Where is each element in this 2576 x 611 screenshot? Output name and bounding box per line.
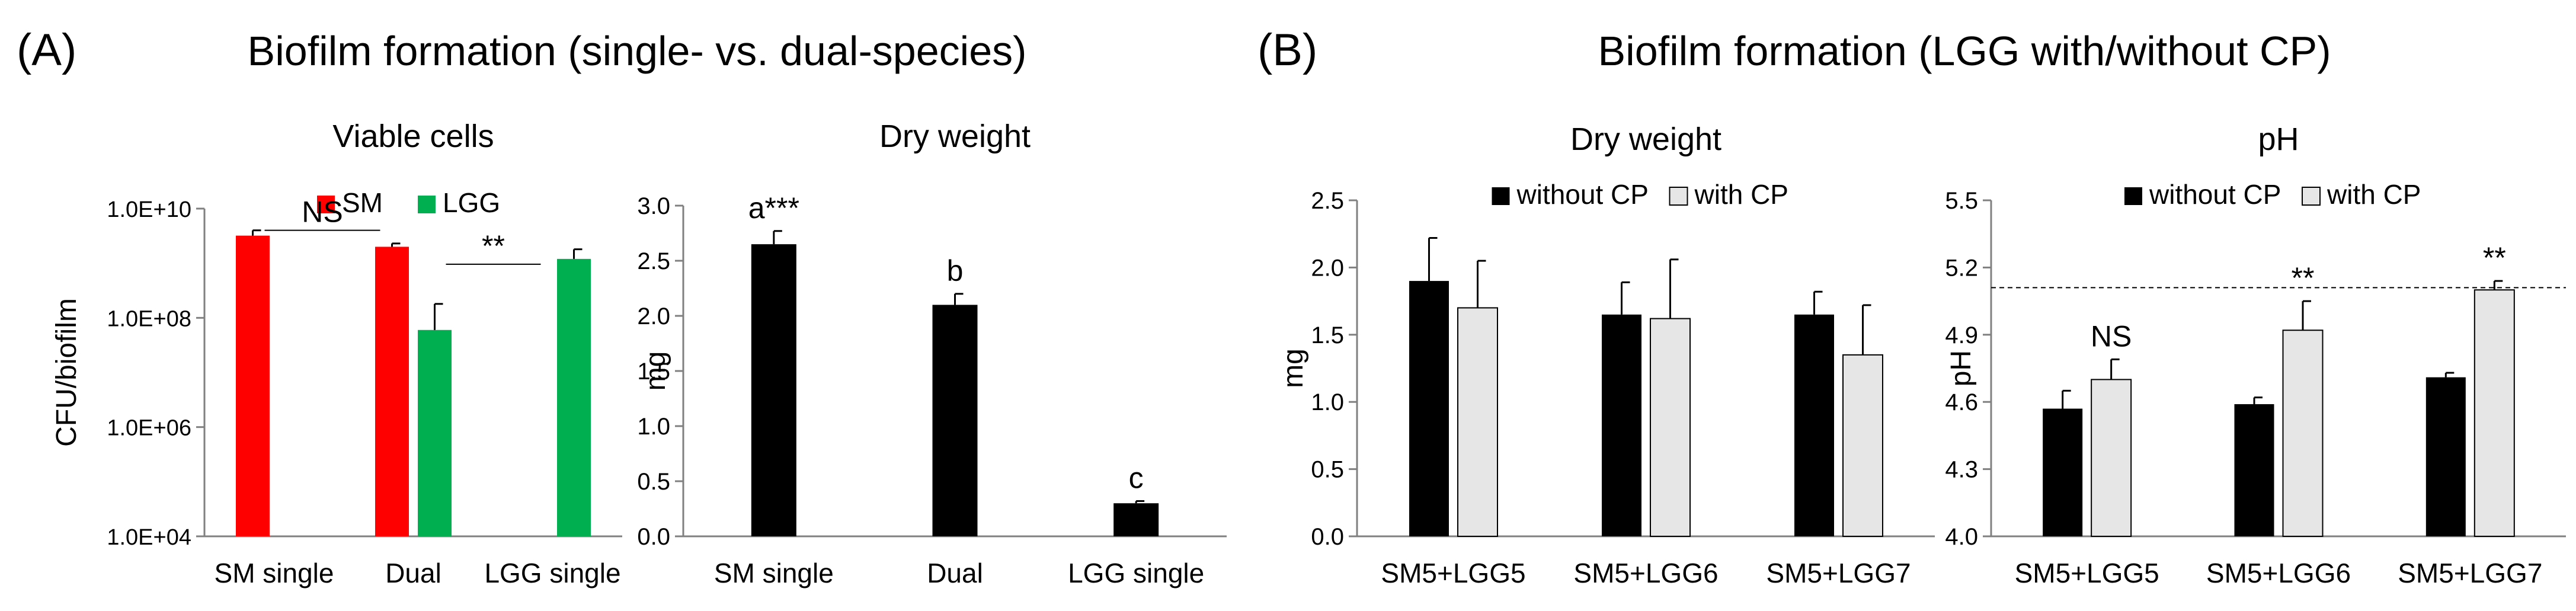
x-tick-label: SM5+LGG7 [1766,558,1911,588]
y-tick-label: 0.5 [1311,457,1344,483]
bar-label: a*** [748,191,799,225]
y-tick-label: 2.0 [1311,255,1344,281]
y-tick-label: 4.0 [1945,524,1978,550]
bar-label: b [947,254,964,287]
bar [2425,377,2466,536]
chart-title: pH [2258,121,2299,157]
y-tick-label: 0.5 [637,469,670,495]
y-tick-label: 4.3 [1945,457,1978,483]
bar [557,258,591,536]
significance-label: ** [482,229,505,263]
y-tick-label: 4.9 [1945,322,1978,348]
bar [1650,318,1691,537]
y-tick-label: 1.0 [637,414,670,440]
bar [236,235,270,536]
y-tick-label: 1.0 [1311,389,1344,415]
x-tick-label: SM5+LGG5 [2015,558,2159,588]
panel-a-letter: (A) [17,25,76,75]
bar [2282,330,2324,537]
x-tick-label: SM5+LGG6 [2206,558,2351,588]
bar [2473,289,2515,537]
x-tick-label: LGG single [1068,558,1204,588]
y-tick-label: 1.0E+10 [107,197,191,222]
y-tick-label: 4.6 [1945,389,1978,415]
legend-label: with CP [1694,179,1788,210]
legend-swatch [317,196,335,213]
bar [751,244,796,536]
chart-title: Dry weight [879,119,1031,154]
legend-swatch [2124,187,2142,205]
x-tick-label: SM5+LGG7 [2398,558,2542,588]
ph-chart: pH pH 4.0 4.3 4.6 4.9 5.2 5.5 SM5+LGG5 SM5+LGG6 SM… [1945,121,2566,588]
y-tick-label: 1.5 [1311,322,1344,348]
legend-label: with CP [2327,179,2421,210]
significance-label: NS [302,196,343,229]
bar [1602,314,1641,536]
y-tick-label: 1.0E+06 [107,416,191,441]
panel-b-heading: Biofilm formation (LGG with/without CP) [1598,28,2331,74]
viable-cells-chart: Viable cells CFU/biofilm 1.0E+04 1.0E+06 1.0… [51,119,622,588]
bar [2234,404,2274,536]
legend-swatch [1669,187,1688,206]
panel-b-letter: (B) [1257,25,1317,75]
legend-swatch [2302,187,2321,206]
bar [2043,408,2083,536]
chart-title: Viable cells [332,119,494,154]
bar [932,305,978,536]
y-tick-label: 1.0E+04 [107,525,191,550]
bar [1113,503,1159,536]
bar-label: c [1129,461,1144,494]
legend-swatch [1492,187,1510,205]
y-axis-label: mg [640,351,671,391]
y-tick-label: 1.0E+08 [107,306,191,331]
bar [2091,379,2132,538]
y-tick-label: 2.5 [637,248,670,274]
y-tick-label: 0.0 [637,524,670,550]
bar [375,247,409,536]
chart-title: Dry weight [1570,121,1721,157]
y-axis-label: pH [1945,350,1977,386]
dry-weight-a-chart: Dry weight mg 0.0 0.5 1.0 1.5 2.0 2.5 3.0 SM sing… [637,119,1227,588]
bar [1457,307,1498,537]
x-tick-label: Dual [385,558,441,588]
x-tick-label: Dual [927,558,983,588]
x-tick-label: SM single [714,558,834,588]
bar [1409,281,1449,536]
panel-a-heading: Biofilm formation (single- vs. dual-spec… [248,28,1027,74]
y-tick-label: 0.0 [1311,524,1344,550]
y-axis-label: mg [1278,348,1309,388]
y-tick-label: 2.5 [1311,188,1344,214]
x-tick-label: SM5+LGG6 [1573,558,1718,588]
legend-swatch [418,196,436,213]
y-axis-label: CFU/biofilm [51,298,82,447]
x-tick-label: SM5+LGG5 [1381,558,1525,588]
bar [1842,354,1883,537]
y-tick-label: 2.0 [637,303,670,330]
bar [1794,314,1834,536]
legend-label: SM [342,187,383,218]
bar [418,330,452,536]
y-tick-label: 5.2 [1945,255,1978,281]
x-tick-label: SM single [215,558,334,588]
x-tick-label: LGG single [484,558,620,588]
bar-label: ** [2292,261,2315,295]
bar-label: NS [2091,319,2132,353]
legend-label: without CP [1516,179,1649,210]
legend-label: without CP [2149,179,2281,210]
y-tick-label: 5.5 [1945,188,1978,214]
y-tick-label: 3.0 [637,193,670,219]
y-tick-label: 1.5 [637,359,670,385]
legend-label: LGG [443,187,500,218]
dry-weight-b-chart: Dry weight mg 0.0 0.5 1.0 1.5 2.0 2.5 SM5+LGG5 SM… [1278,121,1935,588]
bar-label: ** [2483,241,2506,274]
